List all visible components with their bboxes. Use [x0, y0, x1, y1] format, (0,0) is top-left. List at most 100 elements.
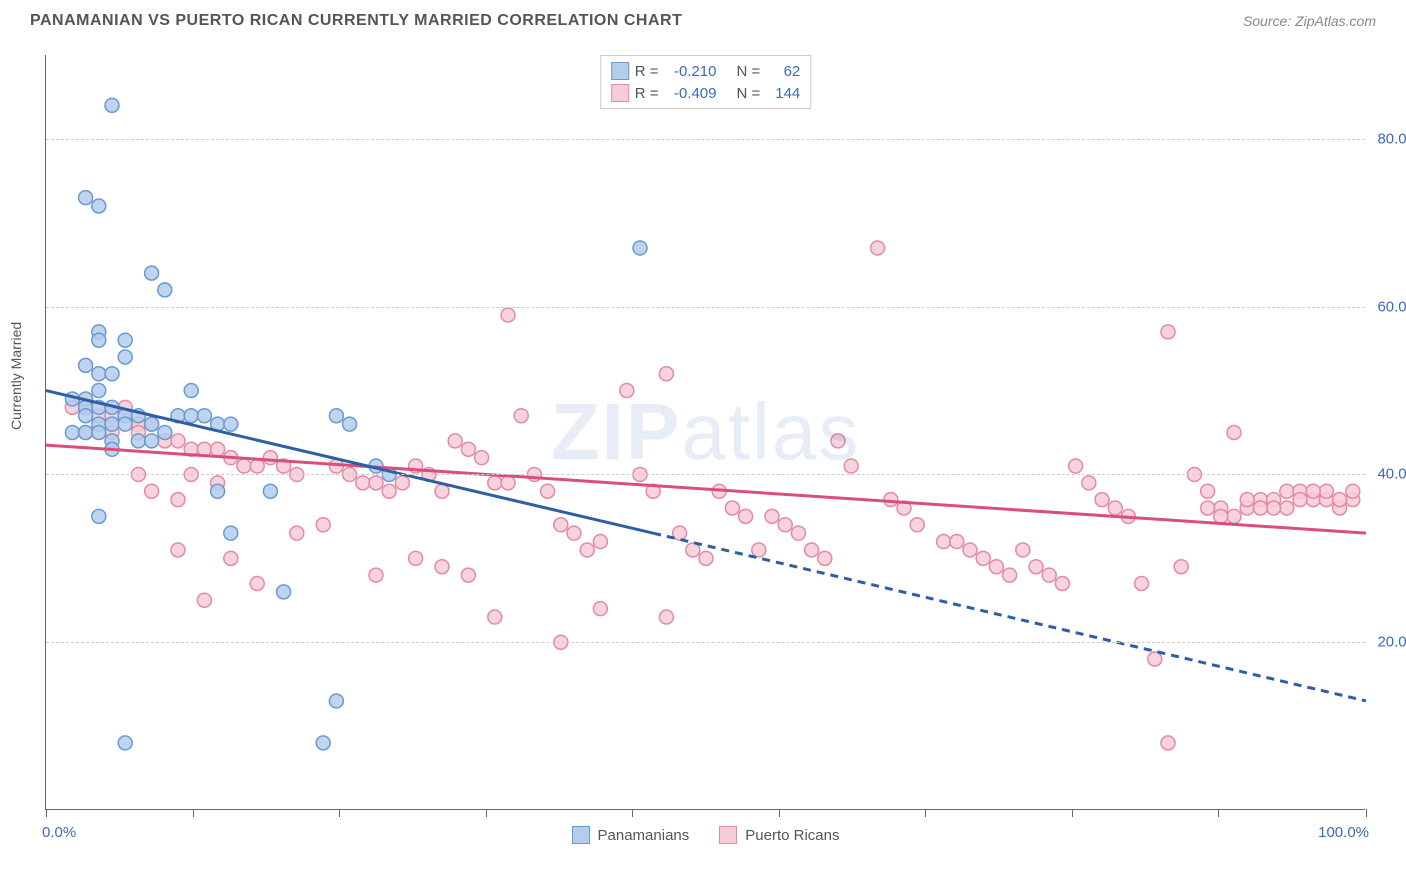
swatch-puerto-ricans-icon — [719, 826, 737, 844]
y-tick-label: 20.0% — [1377, 634, 1406, 651]
data-point — [92, 384, 106, 398]
y-tick-label: 40.0% — [1377, 466, 1406, 483]
data-point — [184, 409, 198, 423]
data-point — [1267, 501, 1281, 515]
data-point — [211, 442, 225, 456]
data-point — [831, 434, 845, 448]
data-point — [1253, 501, 1267, 515]
y-tick-label: 60.0% — [1377, 298, 1406, 315]
data-point — [884, 493, 898, 507]
x-tick — [779, 809, 780, 817]
data-point — [1135, 577, 1149, 591]
data-point — [343, 417, 357, 431]
data-point — [79, 358, 93, 372]
source-label: Source: ZipAtlas.com — [1243, 13, 1376, 29]
x-tick — [1218, 809, 1219, 817]
data-point — [250, 459, 264, 473]
data-point — [475, 451, 489, 465]
data-point — [171, 493, 185, 507]
data-point — [92, 367, 106, 381]
data-point — [976, 551, 990, 565]
chart-title: PANAMANIAN VS PUERTO RICAN CURRENTLY MAR… — [30, 12, 682, 30]
data-point — [791, 526, 805, 540]
y-tick-label: 80.0% — [1377, 130, 1406, 147]
data-point — [1161, 325, 1175, 339]
data-point — [580, 543, 594, 557]
x-tick-right: 100.0% — [1318, 824, 1369, 841]
data-point — [92, 199, 106, 213]
data-point — [593, 535, 607, 549]
data-point — [1108, 501, 1122, 515]
data-point — [171, 434, 185, 448]
legend-row-puerto-ricans: R = -0.409 N = 144 — [611, 82, 801, 104]
data-point — [171, 543, 185, 557]
data-point — [778, 518, 792, 532]
data-point — [633, 241, 647, 255]
data-point — [197, 593, 211, 607]
data-point — [805, 543, 819, 557]
data-point — [197, 409, 211, 423]
data-point — [1201, 484, 1215, 498]
gridline — [46, 307, 1365, 308]
data-point — [224, 417, 238, 431]
x-tick — [632, 809, 633, 817]
data-point — [659, 367, 673, 381]
data-point — [514, 409, 528, 423]
series-legend: Panamanians Puerto Ricans — [572, 826, 840, 844]
data-point — [118, 417, 132, 431]
data-point — [158, 283, 172, 297]
x-tick — [339, 809, 340, 817]
data-point — [224, 526, 238, 540]
data-point — [435, 560, 449, 574]
legend-row-panamanians: R = -0.210 N = 62 — [611, 60, 801, 82]
x-tick — [1366, 809, 1367, 817]
chart-plot-area: ZIPatlas R = -0.210 N = 62 R = -0.409 N … — [45, 55, 1365, 810]
data-point — [131, 434, 145, 448]
data-point — [65, 426, 79, 440]
data-point — [1214, 509, 1228, 523]
data-point — [461, 568, 475, 582]
data-point — [910, 518, 924, 532]
data-point — [739, 509, 753, 523]
data-point — [105, 417, 119, 431]
trend-line — [46, 391, 653, 534]
data-point — [725, 501, 739, 515]
data-point — [1069, 459, 1083, 473]
data-point — [1161, 736, 1175, 750]
data-point — [1016, 543, 1030, 557]
data-point — [263, 451, 277, 465]
data-point — [1148, 652, 1162, 666]
y-axis-label: Currently Married — [8, 322, 24, 430]
data-point — [871, 241, 885, 255]
data-point — [1280, 484, 1294, 498]
data-point — [1280, 501, 1294, 515]
data-point — [1042, 568, 1056, 582]
data-point — [950, 535, 964, 549]
data-point — [145, 266, 159, 280]
data-point — [79, 191, 93, 205]
data-point — [329, 694, 343, 708]
data-point — [224, 551, 238, 565]
data-point — [963, 543, 977, 557]
data-point — [92, 426, 106, 440]
data-point — [501, 476, 515, 490]
data-point — [501, 308, 515, 322]
x-tick — [46, 809, 47, 817]
data-point — [1029, 560, 1043, 574]
data-point — [1227, 509, 1241, 523]
data-point — [369, 476, 383, 490]
data-point — [937, 535, 951, 549]
data-point — [818, 551, 832, 565]
data-point — [699, 551, 713, 565]
data-point — [1003, 568, 1017, 582]
data-point — [92, 509, 106, 523]
data-point — [158, 426, 172, 440]
data-point — [554, 518, 568, 532]
data-point — [659, 610, 673, 624]
gridline — [46, 139, 1365, 140]
scatter-svg — [46, 55, 1365, 809]
data-point — [211, 484, 225, 498]
data-point — [277, 585, 291, 599]
data-point — [1306, 484, 1320, 498]
data-point — [356, 476, 370, 490]
